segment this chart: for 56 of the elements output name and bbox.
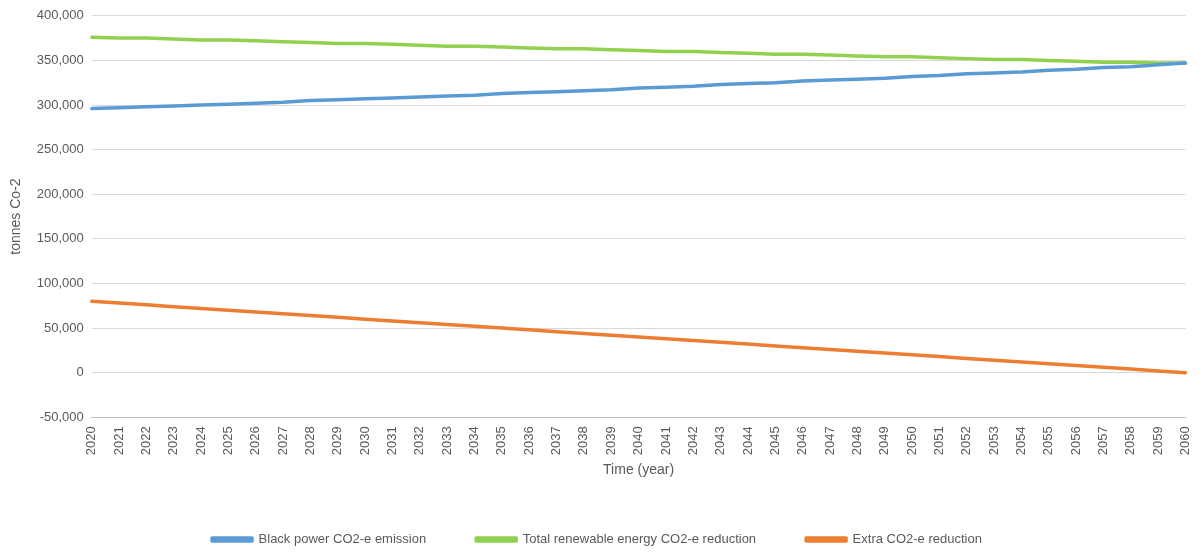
x-tick-label: 2037 [548,426,564,456]
x-tick-label: 2039 [602,426,618,456]
y-tick-label: 150,000 [36,230,84,246]
x-tick-label: 2052 [958,426,974,456]
x-tick-label: 2033 [438,426,454,456]
x-tick-label: 2029 [329,426,345,456]
legend-label: Total renewable energy CO2-e reduction [522,531,757,547]
x-tick-label: 2046 [794,426,810,456]
x-tick-label: 2028 [302,426,318,456]
y-axis-title: tonnes Co-2 [7,178,24,255]
x-tick-label: 2020 [83,426,99,456]
x-tick-label: 2022 [138,426,154,456]
x-tick-label: 2049 [876,426,892,456]
x-tick-label: 2044 [739,426,755,456]
x-axis-title: Time (year) [603,461,675,478]
y-tick-label: 200,000 [36,185,84,201]
legend-label: Black power CO2-e emission [258,531,427,547]
y-tick-label: 350,000 [36,51,84,67]
y-tick-label: 0 [76,364,84,380]
x-tick-label: 2040 [630,426,646,456]
x-tick-label: 2036 [520,426,536,456]
y-tick-label: 400,000 [36,7,84,23]
x-tick-label: 2055 [1040,426,1056,456]
y-tick-label: 300,000 [36,96,84,112]
y-tick-label: -50,000 [39,408,84,424]
y-tick-label: 50,000 [44,319,84,335]
y-tick-label: 100,000 [36,275,84,291]
x-tick-label: 2045 [766,426,782,456]
x-tick-label: 2021 [110,426,126,456]
x-tick-label: 2030 [356,426,372,456]
x-tick-label: 2035 [493,426,509,456]
x-tick-label: 2031 [384,426,400,456]
x-tick-label: 2034 [466,426,482,456]
x-tick-label: 2050 [903,426,919,456]
x-tick-label: 2058 [1122,426,1138,456]
x-tick-label: 2027 [274,426,290,456]
x-tick-label: 2038 [575,426,591,456]
x-tick-label: 2025 [220,426,236,456]
x-tick-label: 2054 [1012,426,1028,456]
x-tick-label: 2047 [821,426,837,456]
legend-label: Extra CO2-e reduction [852,531,982,547]
x-tick-label: 2041 [657,426,673,456]
x-tick-label: 2048 [848,426,864,456]
x-tick-label: 2051 [930,426,946,456]
x-tick-label: 2024 [192,426,208,456]
x-tick-label: 2053 [985,426,1001,456]
x-tick-label: 2032 [411,426,427,456]
x-tick-label: 2056 [1067,426,1083,456]
x-tick-label: 2042 [684,426,700,456]
x-tick-label: 2057 [1094,426,1110,456]
x-tick-label: 2026 [247,426,263,456]
x-tick-label: 2060 [1176,426,1192,456]
x-tick-label: 2023 [165,426,181,456]
x-tick-label: 2043 [712,426,728,456]
x-tick-label: 2059 [1149,426,1165,456]
y-tick-label: 250,000 [36,141,84,157]
